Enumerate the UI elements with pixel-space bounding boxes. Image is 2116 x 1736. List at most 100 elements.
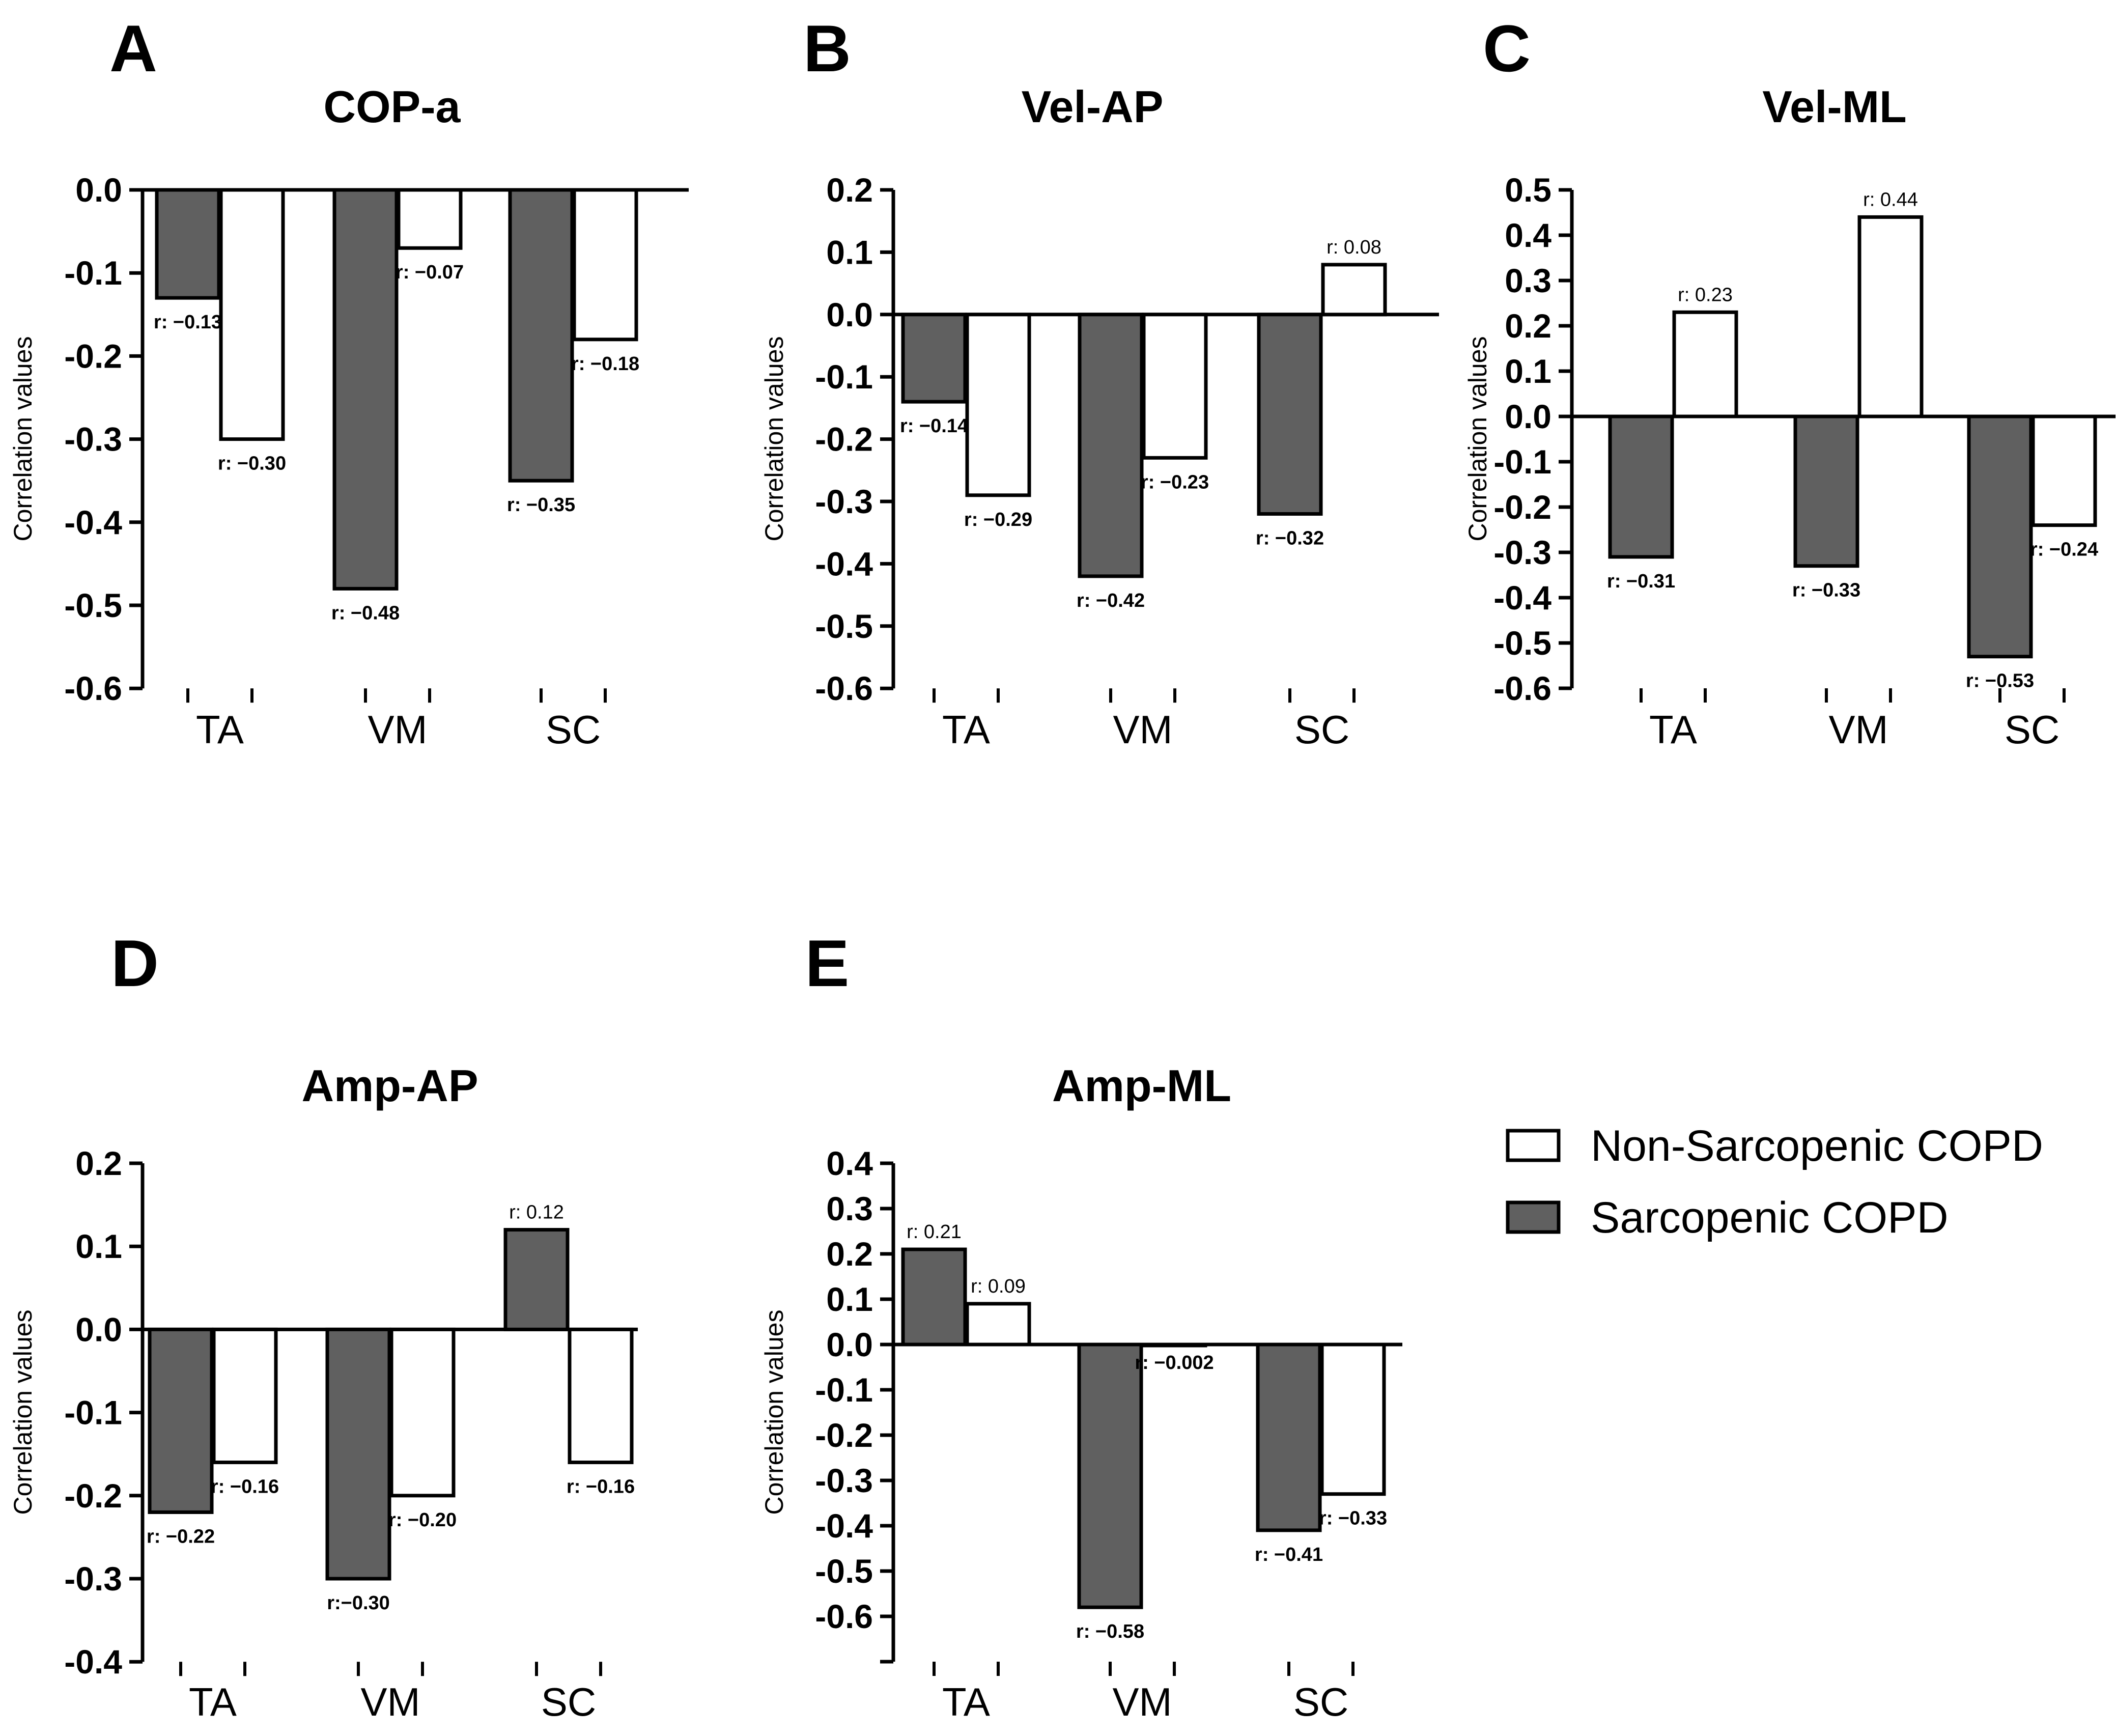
data-label: r: −0.23 xyxy=(1141,471,1209,493)
bar-sarcopenic xyxy=(1967,414,2033,659)
data-label: r: −0.58 xyxy=(1076,1621,1144,1642)
data-label: r: −0.32 xyxy=(1256,527,1324,549)
data-label: r: 0.09 xyxy=(971,1276,1026,1297)
bar-sarcopenic xyxy=(901,313,967,404)
bar-non-sarcopenic xyxy=(568,1327,634,1465)
bar-non-sarcopenic xyxy=(389,1327,456,1498)
chart-panel-b: B Vel-AP Correlation values 0.2 0.1 0.0 -0.1 -0… xyxy=(760,11,1439,752)
panel-letter: B xyxy=(803,11,851,86)
y-tick-label: 0.4 xyxy=(1505,216,1551,254)
data-label: r: −0.18 xyxy=(571,353,639,375)
y-tick-label: 0.4 xyxy=(826,1144,873,1182)
bar-non-sarcopenic xyxy=(1142,313,1208,460)
y-tick-label: -0.2 xyxy=(815,421,873,458)
data-label: r: −0.14 xyxy=(900,415,968,437)
y-axis-title: Correlation values xyxy=(760,1310,788,1515)
y-tick-label: -0.6 xyxy=(815,669,873,707)
legend-swatch-non-sarcopenic xyxy=(1506,1129,1561,1162)
chart-title: COP-a xyxy=(324,81,461,132)
bar-sarcopenic xyxy=(1078,313,1144,578)
bar-non-sarcopenic xyxy=(212,1327,278,1465)
bar-non-sarcopenic xyxy=(965,313,1031,497)
category-label: SC xyxy=(546,707,601,752)
data-label: r: −0.35 xyxy=(507,494,575,516)
bar-sarcopenic xyxy=(332,188,399,591)
data-label: r: −0.30 xyxy=(218,453,286,474)
y-tick-label: 0.2 xyxy=(75,1144,122,1182)
y-tick-label: 0.1 xyxy=(826,233,873,271)
y-tick-label: 0.0 xyxy=(1505,398,1551,435)
y-tick-label: 0.0 xyxy=(826,1326,873,1363)
y-tick-label: -0.1 xyxy=(1493,443,1551,481)
data-label: r: −0.22 xyxy=(147,1526,215,1547)
data-label: r: 0.23 xyxy=(1678,284,1733,305)
data-label: r: −0.42 xyxy=(1077,590,1145,611)
category-label: VM xyxy=(361,1679,420,1724)
bar-non-sarcopenic xyxy=(1321,263,1387,317)
data-label: r: 0.08 xyxy=(1327,237,1381,258)
y-tick-label: -0.3 xyxy=(815,1462,873,1499)
y-axis-title: Correlation values xyxy=(9,337,37,542)
y-tick-label: -0.2 xyxy=(815,1416,873,1454)
legend-label-sarcopenic: Sarcopenic COPD xyxy=(1591,1193,1949,1242)
bar-sarcopenic xyxy=(1256,1342,1322,1532)
data-label: r: 0.21 xyxy=(907,1221,962,1243)
y-tick-label: 0.5 xyxy=(1505,171,1551,209)
y-tick-label: -0.2 xyxy=(1493,488,1551,526)
chart-panel-c: C Vel-ML Correlation values 0.5 0.4 0.3 0.2 0.1… xyxy=(1463,11,2115,752)
legend: Non-Sarcopenic COPD Sarcopenic COPD xyxy=(1506,1122,2043,1242)
category-label: TA xyxy=(196,707,244,752)
bar-sarcopenic xyxy=(155,188,221,300)
data-label: r: −0.48 xyxy=(331,602,400,624)
category-label: TA xyxy=(1649,707,1697,752)
y-tick-label: -0.2 xyxy=(64,337,122,375)
bar-sarcopenic xyxy=(1793,414,1859,568)
y-tick-label: 0.3 xyxy=(1505,262,1551,299)
y-tick-label: -0.6 xyxy=(64,669,122,707)
data-label: r: −0.33 xyxy=(1792,580,1860,601)
y-tick-label: -0.5 xyxy=(815,607,873,645)
category-label: TA xyxy=(189,1679,237,1724)
y-tick-label: -0.5 xyxy=(815,1552,873,1590)
panel-letter: E xyxy=(805,926,850,1000)
category-label: VM xyxy=(1113,1679,1172,1724)
data-label: r: −0.16 xyxy=(567,1476,635,1498)
data-label: r: 0.44 xyxy=(1863,189,1918,210)
chart-title: Vel-AP xyxy=(1022,81,1164,132)
bar-non-sarcopenic xyxy=(1320,1342,1386,1496)
data-label: r:−0.30 xyxy=(327,1592,390,1614)
bar-non-sarcopenic xyxy=(397,188,463,250)
y-tick-label: -0.5 xyxy=(64,586,122,624)
category-label: SC xyxy=(1294,707,1349,752)
data-label: r: 0.12 xyxy=(509,1202,564,1223)
bar-sarcopenic xyxy=(1257,313,1323,516)
bar-non-sarcopenic xyxy=(219,188,285,441)
panel-letter: D xyxy=(111,926,159,1000)
y-tick-label: -0.3 xyxy=(1493,534,1551,571)
chart-panel-e: E Amp-ML Correlation values 0.4 0.3 0.2 0.1 0.0… xyxy=(760,926,1402,1724)
data-label: r: −0.41 xyxy=(1255,1544,1323,1565)
chart-title: Vel-ML xyxy=(1762,81,1907,132)
panel-letter: C xyxy=(1483,11,1531,86)
y-tick-label: 0.1 xyxy=(75,1227,122,1265)
category-label: VM xyxy=(1113,707,1173,752)
bar-non-sarcopenic xyxy=(1672,310,1738,418)
y-tick-label: 0.2 xyxy=(826,1235,873,1273)
data-label: r: −0.33 xyxy=(1319,1508,1387,1529)
y-tick-label: -0.4 xyxy=(64,503,122,541)
chart-panel-d: D Amp-AP Correlation values 0.2 0.1 0.0 -0.1 -0… xyxy=(9,926,638,1724)
y-tick-label: -0.4 xyxy=(815,1507,873,1545)
data-label: r: −0.29 xyxy=(964,509,1032,530)
y-tick-label: 0.2 xyxy=(826,171,873,209)
y-tick-label: -0.2 xyxy=(64,1477,122,1515)
y-tick-label: 0.0 xyxy=(75,1310,122,1348)
category-label: SC xyxy=(541,1679,596,1724)
y-axis-title: Correlation values xyxy=(760,337,788,542)
legend-swatch-sarcopenic xyxy=(1506,1200,1561,1234)
y-tick-label: -0.3 xyxy=(815,483,873,520)
bar-non-sarcopenic xyxy=(1141,1342,1207,1348)
bar-non-sarcopenic xyxy=(1857,215,1924,418)
bar-sarcopenic xyxy=(1608,414,1674,559)
y-tick-label: 0.1 xyxy=(1505,352,1551,390)
